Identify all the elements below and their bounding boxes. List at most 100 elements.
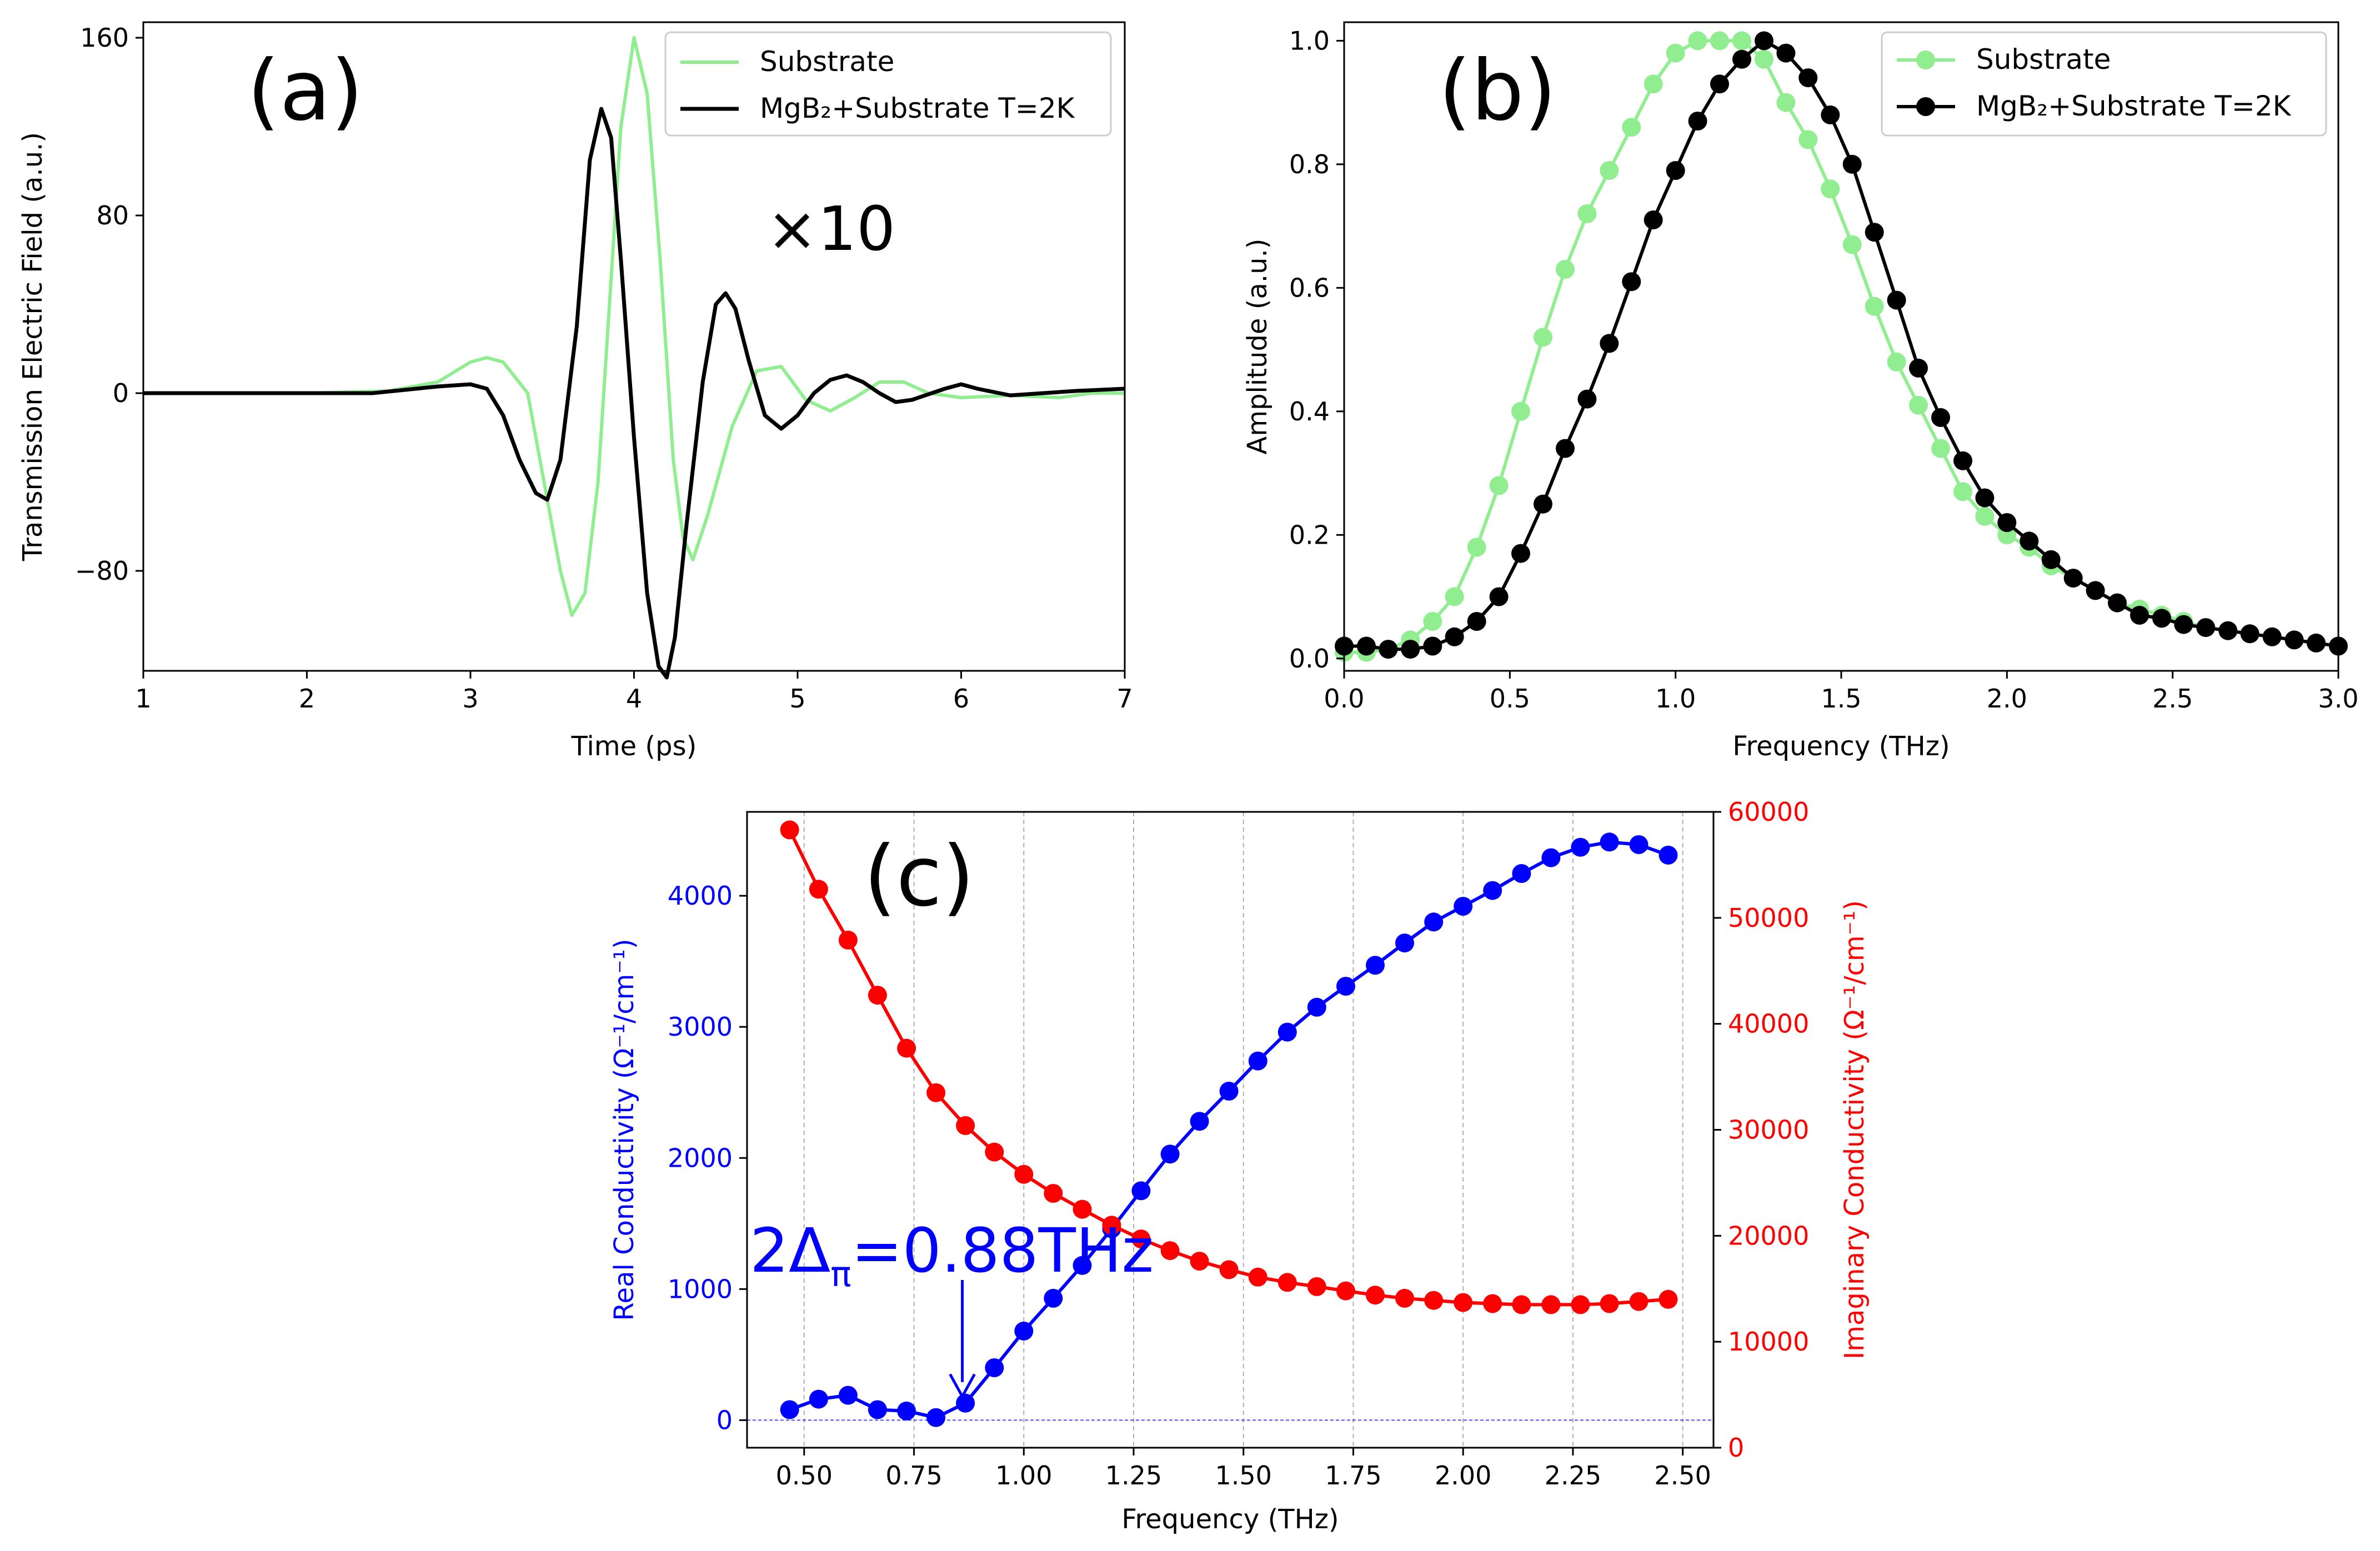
a-xtick-label: 3 <box>462 684 478 714</box>
c-series-line-real <box>789 840 1669 1419</box>
b-legend-label-mgb2: MgB₂+Substrate T=2K <box>1976 90 2292 122</box>
b-point-mgb2 <box>2240 624 2259 644</box>
a-xtick-label: 5 <box>789 684 805 714</box>
c-point-imag <box>1424 1291 1444 1310</box>
b-point-mgb2 <box>1489 587 1509 606</box>
c-point-imag <box>1571 1295 1590 1314</box>
b-point-substrate <box>1423 612 1442 631</box>
c-point-imag <box>1629 1292 1649 1311</box>
b-point-mgb2 <box>1953 451 1972 470</box>
c-point-real <box>1014 1321 1034 1341</box>
c-y2tick-label: 30000 <box>1728 1115 1809 1145</box>
c-point-real <box>1190 1112 1209 1131</box>
b-ytick-label: 0.6 <box>1289 273 1330 303</box>
a-series-line-mgb2 <box>143 107 1125 680</box>
c-annotation-arrow-head <box>949 1373 976 1399</box>
b-ytick-label: 0.4 <box>1289 396 1330 426</box>
c-ylabel-right: Imaginary Conductivity (Ω⁻¹/cm⁻¹) <box>1839 900 1870 1359</box>
b-legend-swatch-marker-mgb2 <box>1916 97 1935 116</box>
b-point-mgb2 <box>1511 544 1530 563</box>
a-panel-label: (a) <box>247 43 363 139</box>
c-point-real <box>1395 933 1414 953</box>
b-xtick-label: 0.0 <box>1324 684 1364 714</box>
b-point-mgb2 <box>1467 612 1486 631</box>
b-point-substrate <box>1622 118 1641 137</box>
c-xtick-label: 1.75 <box>1325 1460 1381 1490</box>
b-series-line-substrate <box>1344 39 2339 654</box>
b-point-substrate <box>1842 235 1862 254</box>
c-xtick-label: 1.00 <box>995 1460 1052 1490</box>
a-ytick-label: 0 <box>113 378 129 408</box>
c-point-imag <box>1102 1216 1121 1235</box>
c-point-imag <box>985 1142 1004 1162</box>
c-point-imag <box>956 1116 975 1135</box>
c-point-real <box>1073 1256 1092 1275</box>
a-xtick-label: 2 <box>299 684 315 714</box>
panel-c: 0.50 0.75 1.00 1.25 1.50 1.75 2.00 2.25 2.50 0 100… <box>609 797 1870 1535</box>
a-xtick-label: 1 <box>135 684 151 714</box>
panel-a: 1 2 3 4 5 6 7 −80 0 80 160 Time (ps) Transmission El… <box>17 21 1133 762</box>
a-ytick-label: 80 <box>96 200 129 230</box>
c-point-real <box>1248 1051 1267 1071</box>
b-ytick-label: 1.0 <box>1289 26 1330 56</box>
c-point-real <box>1600 832 1619 852</box>
b-point-mgb2 <box>1577 389 1597 409</box>
b-point-substrate <box>1887 352 1906 372</box>
b-point-substrate <box>1445 587 1464 606</box>
b-point-substrate <box>1821 179 1840 199</box>
b-point-substrate <box>1798 130 1818 149</box>
a-legend-label-mgb2: MgB₂+Substrate T=2K <box>760 92 1075 124</box>
b-point-mgb2 <box>2086 581 2105 600</box>
b-legend-box <box>1881 31 2327 137</box>
b-point-mgb2 <box>1600 334 1619 353</box>
c-point-imag <box>1131 1229 1151 1249</box>
b-point-substrate <box>1600 161 1619 180</box>
b-point-mgb2 <box>1776 43 1796 63</box>
c-ylabel-left: Real Conductivity (Ω⁻¹/cm⁻¹) <box>609 938 640 1321</box>
c-point-real <box>1366 956 1385 975</box>
c-point-real <box>1160 1145 1180 1164</box>
a-ytick-label: 160 <box>80 23 129 53</box>
b-xlabel: Frequency (THz) <box>1732 731 1950 762</box>
b-legend: Substrate MgB₂+Substrate T=2K <box>1881 31 2327 137</box>
c-y2tick-label: 10000 <box>1728 1327 1809 1357</box>
c-point-real <box>1424 912 1444 932</box>
b-xtick-label: 1.0 <box>1655 684 1696 714</box>
c-point-real <box>1277 1022 1297 1042</box>
c-point-imag <box>1160 1241 1180 1261</box>
b-point-mgb2 <box>1644 210 1663 229</box>
b-point-mgb2 <box>1842 154 1862 174</box>
c-point-imag <box>1190 1252 1209 1271</box>
c-point-real <box>1336 977 1355 996</box>
c-point-real <box>1629 835 1649 854</box>
b-point-substrate <box>1755 49 1773 69</box>
c-ytick-label: 4000 <box>668 881 733 911</box>
a-legend-label-substrate: Substrate <box>760 46 894 78</box>
c-y2tick-label: 50000 <box>1728 903 1809 933</box>
c-point-imag <box>1336 1281 1355 1301</box>
c-point-real <box>1659 845 1678 865</box>
c-ytick-label: 2000 <box>668 1143 733 1173</box>
c-point-imag <box>1248 1267 1267 1287</box>
c-xtick-label: 1.50 <box>1215 1460 1272 1490</box>
a-xtick-label: 6 <box>953 684 969 714</box>
c-point-real <box>926 1408 946 1427</box>
c-y2tick-label: 60000 <box>1728 797 1809 827</box>
c-xlabel: Frequency (THz) <box>1121 1504 1339 1535</box>
c-point-imag <box>1483 1294 1502 1313</box>
a-legend: Substrate MgB₂+Substrate T=2K <box>664 31 1112 137</box>
c-point-imag <box>1366 1286 1385 1305</box>
b-point-mgb2 <box>1666 161 1685 180</box>
b-point-mgb2 <box>2020 531 2039 551</box>
b-point-mgb2 <box>1821 105 1840 124</box>
b-point-mgb2 <box>2262 627 2282 646</box>
b-ytick-label: 0.2 <box>1289 520 1330 550</box>
c-point-imag <box>1219 1260 1239 1279</box>
c-ytick-label: 1000 <box>668 1274 733 1304</box>
c-point-imag <box>1277 1273 1297 1292</box>
b-point-mgb2 <box>2196 618 2216 638</box>
c-point-imag <box>780 820 799 840</box>
c-point-imag <box>1512 1295 1531 1314</box>
b-point-substrate <box>1909 395 1928 415</box>
b-series-line-mgb2 <box>1344 39 2339 651</box>
